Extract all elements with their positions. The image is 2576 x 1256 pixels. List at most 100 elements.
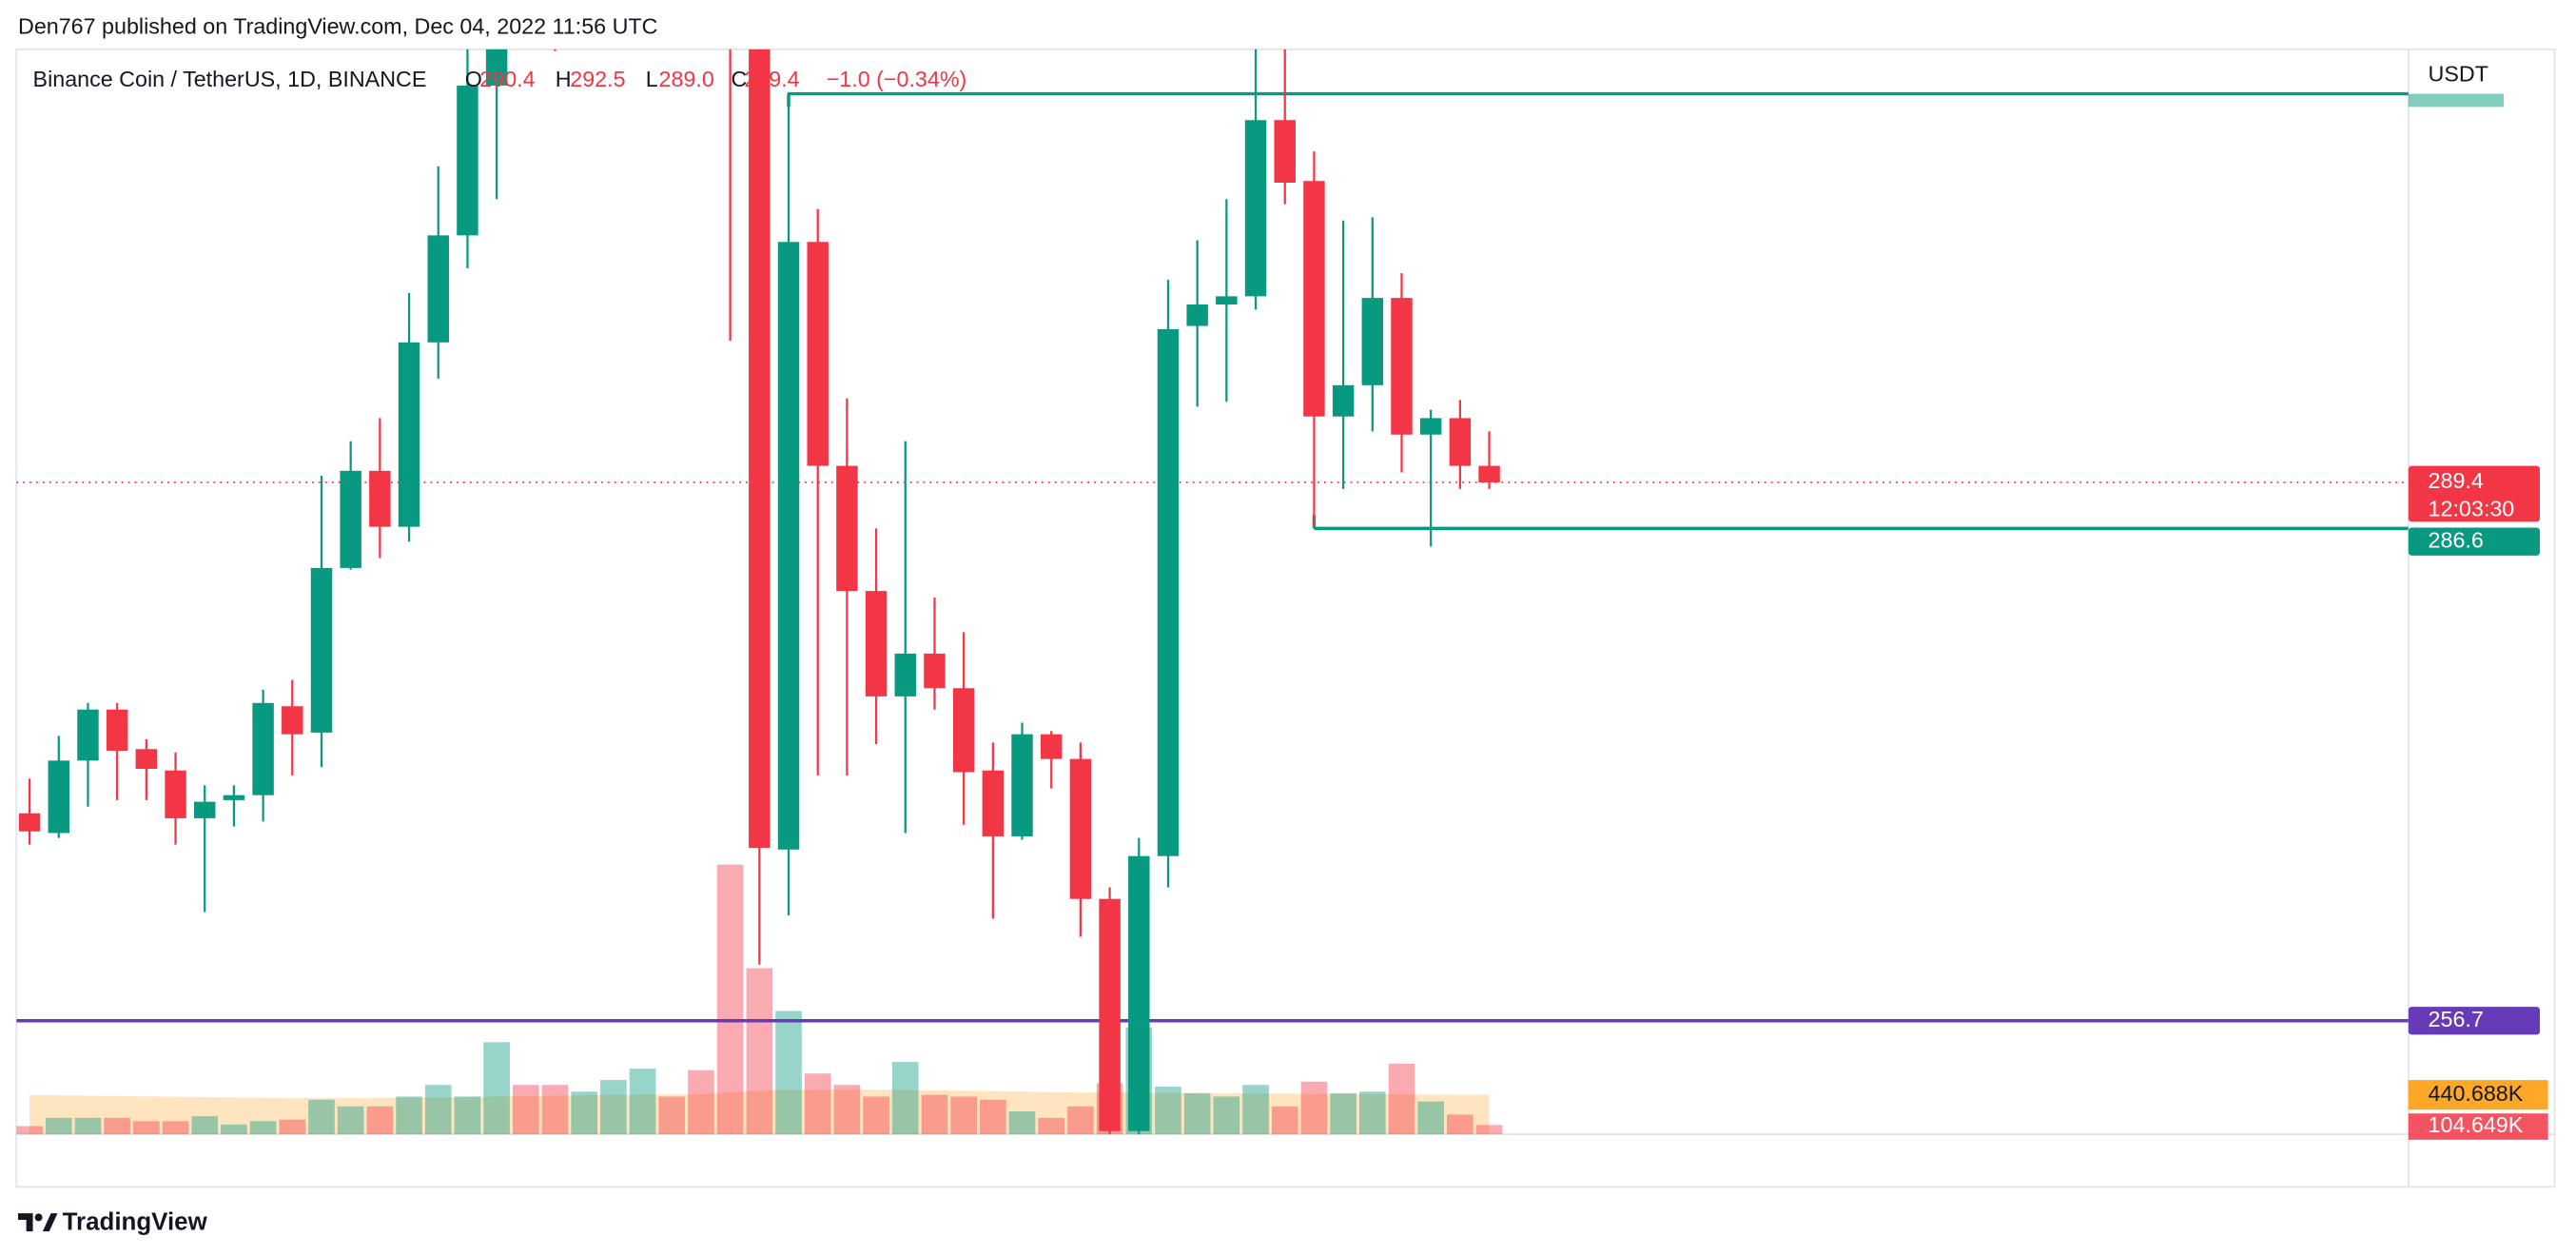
volume-bar [571, 1091, 598, 1135]
volume-bar [424, 1085, 452, 1135]
volume-bar [1447, 1114, 1473, 1135]
volume-bar [658, 1096, 686, 1135]
volume-bar [1008, 1110, 1036, 1135]
volume-bar [716, 864, 744, 1135]
ohlc-label: L [646, 67, 658, 91]
candle-body [1011, 734, 1033, 836]
candle-body [1157, 328, 1180, 856]
candle-body [1128, 855, 1150, 1131]
volume-bar [1300, 1081, 1328, 1135]
volume-bar [74, 1117, 102, 1135]
volume-bar [396, 1096, 422, 1135]
ohlc-label: O [465, 67, 482, 91]
volume-bar [863, 1096, 889, 1135]
volume-bar [249, 1121, 277, 1135]
candle-body [252, 702, 274, 795]
volume-bar [104, 1117, 130, 1135]
candle-body [485, 49, 508, 86]
candle-body [574, 0, 595, 11]
y-unit: USDT [2429, 62, 2488, 87]
volume-bar [541, 1085, 569, 1135]
level-tag-label: 256.7 [2429, 1007, 2484, 1031]
ohlc-label: C [732, 67, 748, 91]
ohlc-value: 292.5 [570, 67, 625, 91]
level-tag-label: 286.6 [2429, 527, 2484, 552]
volume-bar [454, 1096, 481, 1135]
candle-body [1303, 181, 1325, 417]
volume-ma-area [29, 1089, 1490, 1135]
candle-body [48, 760, 70, 834]
volume-bar [1358, 1091, 1386, 1135]
volume-bar [366, 1106, 394, 1135]
candle-body [807, 242, 829, 466]
candle-body [777, 242, 800, 850]
candle-body [1244, 120, 1267, 297]
candle-body [106, 709, 128, 751]
volume-bar [512, 1085, 539, 1135]
volume-tag [2408, 1113, 2548, 1140]
volume-bar [1417, 1101, 1444, 1135]
volume-ma-tag [2408, 1080, 2548, 1110]
candle-body [1040, 734, 1063, 759]
plot-area [16, 0, 2409, 1135]
last-price-tag [2408, 465, 2541, 522]
volume-bar [775, 1011, 802, 1135]
volume-bar [221, 1124, 247, 1135]
volume-bar [162, 1121, 189, 1135]
volume-bar [1038, 1117, 1065, 1135]
volume-bar [1213, 1096, 1240, 1135]
candle-body [894, 653, 916, 697]
chart-frame [15, 48, 2556, 1188]
volume-bar [980, 1099, 1006, 1135]
candle-body [310, 567, 333, 733]
volume-bar [629, 1069, 656, 1135]
candle-body [982, 770, 1005, 836]
candle-body [1449, 418, 1472, 466]
chart-title: Binance Coin / TetherUS, 1D, BINANCE [33, 67, 427, 91]
candle-body [1099, 898, 1121, 1131]
candle-body [1274, 120, 1296, 183]
candle-body [18, 813, 41, 832]
candle-body [1419, 418, 1442, 435]
candle-body [135, 749, 158, 770]
volume-bar [1067, 1106, 1094, 1135]
level-tag [2408, 527, 2541, 556]
volume-bar [45, 1117, 72, 1135]
unit-bg [2411, 59, 2544, 92]
volume-bar [688, 1070, 714, 1135]
last-price-label: 289.4 [2429, 468, 2484, 493]
candle-body [1186, 304, 1208, 326]
candle-body [457, 85, 478, 236]
footer-brand: TradingView [63, 1208, 208, 1235]
candle-body [193, 801, 216, 818]
candle-body [369, 470, 391, 527]
candle-body [165, 770, 186, 818]
volume-bar [191, 1116, 219, 1135]
candle-body [1478, 465, 1500, 482]
countdown: 12:03:30 [2429, 496, 2515, 520]
volume-bar [1242, 1085, 1269, 1135]
candle-body [865, 591, 888, 697]
volume-bar [891, 1062, 919, 1135]
ohlc-label: H [556, 67, 572, 91]
level-tag [2408, 1007, 2541, 1035]
volume-bar [1183, 1092, 1211, 1135]
candle-body [1216, 296, 1238, 305]
candle-body [749, 49, 771, 849]
level-tag [2408, 93, 2505, 108]
volume-bar [1155, 1087, 1181, 1135]
volume-bar [921, 1094, 948, 1135]
volume-bar [133, 1121, 160, 1135]
ohlc-value: 289.4 [744, 67, 799, 91]
volume-bar [746, 968, 773, 1135]
candle-body [952, 688, 975, 773]
volume-bar [1330, 1092, 1356, 1135]
volume-bar [483, 1042, 510, 1135]
ohlc-value: 289.0 [659, 67, 714, 91]
volume-ma-label: 440.688K [2429, 1081, 2524, 1106]
volume-bar [600, 1080, 627, 1135]
candle-body [282, 706, 303, 735]
candle-body [1391, 298, 1413, 435]
candle-body [77, 709, 99, 761]
